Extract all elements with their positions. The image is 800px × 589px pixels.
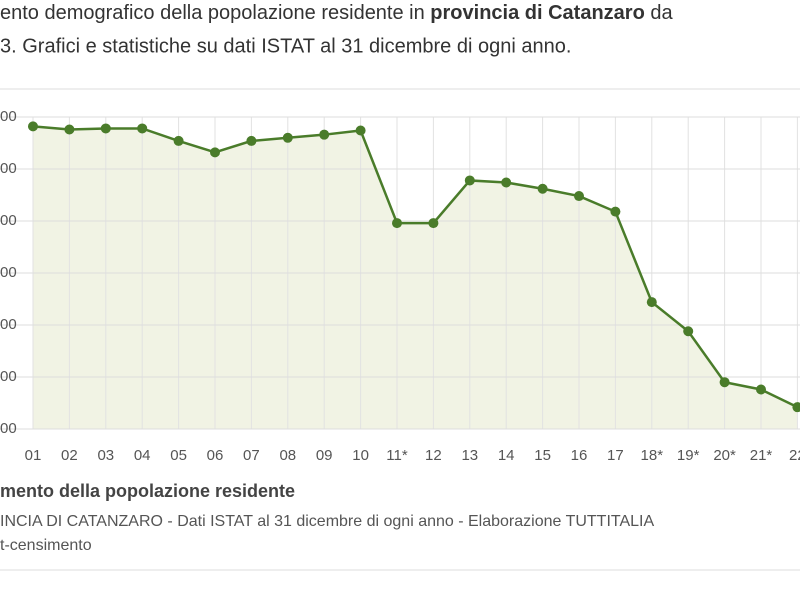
x-tick-label: 07 — [243, 447, 260, 464]
marker — [210, 147, 220, 158]
caption-title: mento della popolazione residente — [0, 481, 295, 501]
y-tick-label: 00 — [0, 212, 17, 229]
x-tick-label: 05 — [170, 447, 187, 464]
x-tick-label: 01 — [25, 447, 42, 464]
x-tick-label: 17 — [607, 447, 624, 464]
intro-text: da — [645, 2, 674, 24]
x-tick-label: 19* — [677, 447, 700, 464]
marker — [355, 125, 366, 136]
marker — [392, 218, 402, 229]
x-tick-label: 21* — [750, 447, 773, 464]
x-tick-label: 10 — [352, 447, 369, 464]
marker — [137, 123, 148, 134]
marker — [792, 402, 800, 413]
plot: 00 00 00 00 00 00 00 01 02 03 04 05 06 07 08 09 10 11* 12 1… — [0, 108, 800, 464]
marker — [282, 132, 293, 143]
marker — [756, 384, 766, 395]
x-tick-label: 20* — [713, 447, 736, 464]
x-tick-label: 13 — [461, 447, 478, 464]
intro-line: 3. Grafici e statistiche su dati ISTAT a… — [0, 35, 571, 57]
marker — [464, 175, 475, 186]
x-tick-label: 12 — [425, 447, 442, 464]
marker — [501, 177, 512, 188]
caption-text: t-censimento — [0, 537, 92, 554]
marker — [173, 135, 184, 146]
y-tick-label: 00 — [0, 420, 17, 437]
x-tick-label: 16 — [571, 447, 588, 464]
x-tick-label: 11* — [386, 447, 408, 464]
line — [32, 125, 798, 409]
marker — [319, 129, 330, 140]
marker — [428, 218, 439, 229]
x-tick-label: 09 — [316, 447, 333, 464]
intro-line: ento demografico della popolazione resid… — [0, 2, 673, 24]
x-tick-label: 15 — [534, 447, 551, 464]
y-tick-label: 00 — [0, 264, 17, 281]
area — [33, 126, 798, 430]
caption-text: INCIA DI CATANZARO - Dati ISTAT al 31 di… — [0, 513, 654, 530]
x-tick-label: 06 — [207, 447, 224, 464]
y-tick-label: 00 — [0, 160, 17, 177]
marker — [537, 183, 548, 194]
y-tick-label: 00 — [0, 316, 17, 333]
marker — [246, 135, 257, 146]
x-tick-label: 03 — [97, 447, 114, 464]
marker — [100, 123, 111, 134]
marker — [64, 124, 75, 135]
marker — [646, 297, 657, 308]
marker — [574, 191, 584, 202]
x-tick-label: 22 — [789, 447, 800, 464]
x-tick-label: 14 — [498, 447, 515, 464]
x-tick-label: 08 — [279, 447, 296, 464]
y-tick-label: 00 — [0, 368, 17, 385]
marker — [610, 206, 621, 217]
x-tick-label: 18* — [641, 447, 664, 464]
x-tick-label: 04 — [134, 447, 151, 464]
y-tick-label: 00 — [0, 108, 17, 125]
intro-bold: provincia di Catanzaro — [430, 2, 645, 24]
x-tick-label: 02 — [61, 447, 78, 464]
marker — [683, 326, 694, 337]
marker — [719, 377, 730, 388]
marker — [28, 121, 38, 132]
intro-text: ento demografico della popolazione resid… — [0, 2, 430, 24]
